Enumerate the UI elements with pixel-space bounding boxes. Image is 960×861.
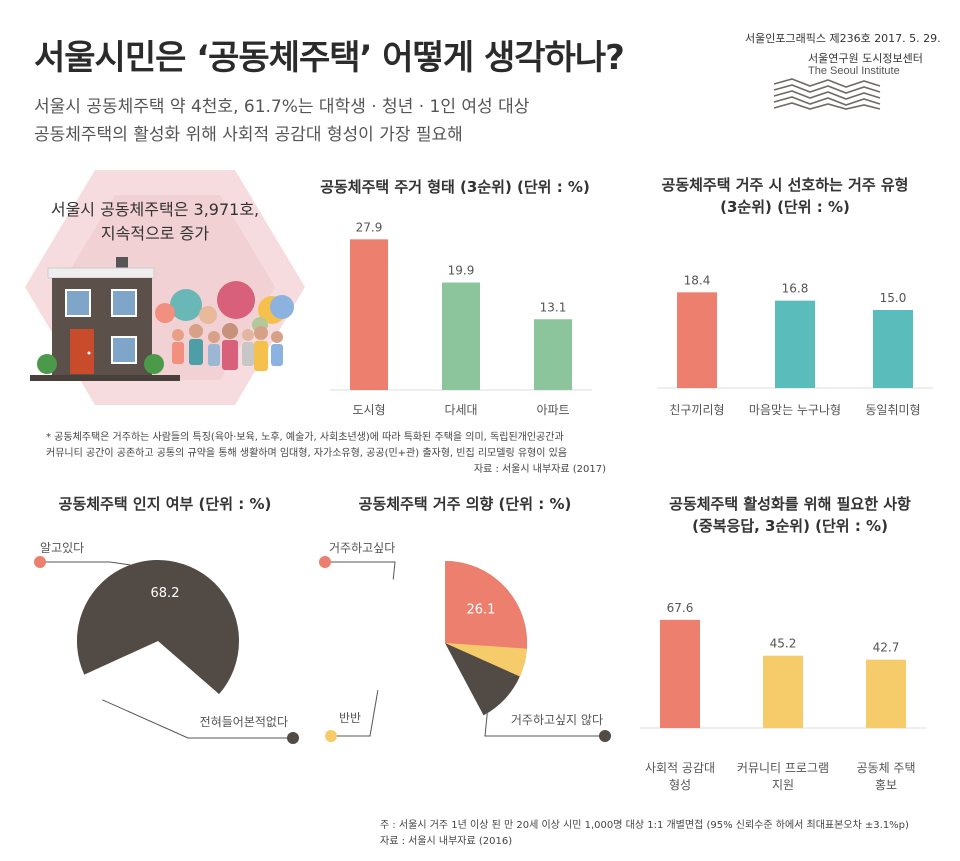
- series-info: 서울인포그래픽스 제236호 2017. 5. 29.: [745, 32, 941, 45]
- callout-dot: [319, 556, 331, 568]
- category-label: 홍보: [875, 778, 897, 792]
- callout-line: [325, 561, 396, 580]
- illustration-caption-2: 지속적으로 증가: [100, 224, 210, 243]
- bar: [763, 655, 803, 728]
- bar-value-label: 67.6: [667, 601, 694, 615]
- bar-chart-housing-type: 27.9 도시형 19.9 다세대 13.1 아파트: [330, 220, 592, 417]
- callout-dot: [599, 730, 611, 742]
- callout-dot: [34, 556, 46, 568]
- pie-value-label: 26.1: [466, 602, 495, 617]
- illustration-caption-1: 서울시 공동체주택은 3,971호,: [50, 200, 260, 219]
- subtitle-line-2: 공동체주택의 활성화 위해 사회적 공감대 형성이 가장 필요해: [34, 125, 463, 145]
- category-label: 친구끼리형: [669, 403, 724, 417]
- seoul-institute-logo-icon: [773, 78, 881, 110]
- category-label: 지원: [772, 778, 794, 792]
- chart-title-intention: 공동체주택 거주 의향 (단위 : %): [358, 495, 572, 513]
- callout-dot: [287, 732, 299, 744]
- bar: [350, 239, 388, 390]
- pie-value-label: 68.2: [151, 586, 180, 601]
- bar: [660, 619, 700, 728]
- chart-subtitle-preferred-type: (3순위) (단위 : %): [720, 198, 850, 216]
- callout-line: [40, 561, 131, 566]
- bar-chart-preferred-type: 18.4 친구끼리형 16.8 마음맞는 누구나형 15.0 동일취미형: [657, 273, 933, 417]
- bar-value-label: 42.7: [873, 641, 900, 655]
- page-title: 서울시민은 ‘공동체주택’ 어떻게 생각하나?: [34, 38, 625, 78]
- chart-title-awareness: 공동체주택 인지 여부 (단위 : %): [58, 495, 272, 513]
- category-label: 마음맞는 누구나형: [749, 403, 841, 417]
- subtitle-line-1: 서울시 공동체주택 약 4천호, 61.7%는 대학생 · 청년 · 1인 여성…: [34, 97, 530, 117]
- chart-title-needs: 공동체주택 활성화를 위해 필요한 사항: [669, 495, 911, 513]
- category-label: 동일취미형: [865, 403, 920, 417]
- slice-name-label: 알고있다: [40, 541, 84, 555]
- bar-value-label: 13.1: [540, 300, 567, 314]
- bar-value-label: 27.9: [356, 220, 383, 234]
- category-label: 공동체 주택: [856, 761, 915, 775]
- footnote-line-1: * 공동체주택은 거주하는 사람들의 특징(육아·보육, 노후, 예술가, 사회…: [46, 432, 564, 443]
- chart-title-preferred-type: 공동체주택 거주 시 선호하는 거주 유형: [661, 176, 909, 194]
- bar: [442, 282, 480, 390]
- bar: [534, 319, 572, 390]
- chart-subtitle-needs: (중복응답, 3순위) (단위 : %): [692, 517, 888, 535]
- bar-value-label: 45.2: [770, 637, 797, 651]
- bar-value-label: 19.9: [448, 264, 475, 278]
- callout-line: [102, 699, 293, 739]
- org-name-ko: 서울연구원 도시정보센터: [808, 52, 923, 65]
- category-label: 아파트: [536, 403, 569, 417]
- category-label: 형성: [669, 778, 691, 792]
- slice-name-label: 거주하고싶다: [329, 541, 395, 555]
- category-label: 커뮤니티 프로그램: [737, 761, 829, 775]
- community-housing-illustration: [25, 170, 305, 405]
- pie-slice: [77, 560, 239, 695]
- footnote-source: 자료 : 서울시 내부자료 (2017): [473, 464, 606, 475]
- bar: [677, 292, 717, 388]
- bar: [873, 310, 913, 388]
- category-label: 다세대: [444, 403, 477, 417]
- callout-line: [484, 713, 605, 737]
- bar: [866, 659, 906, 728]
- org-name-en: The Seoul Institute: [808, 65, 900, 77]
- category-label: 사회적 공감대: [645, 761, 715, 775]
- callout-line: [331, 690, 379, 737]
- bottom-note-line-1: 주 : 서울시 거주 1년 이상 된 만 20세 이상 시민 1,000명 대상…: [380, 820, 909, 831]
- slice-name-label: 반반: [339, 711, 361, 725]
- slice-name-label: 전혀들어본적없다: [200, 715, 288, 729]
- footnote-line-2: 커뮤니티 공간이 공존하고 공통의 규약을 통해 생활하며 임대형, 자가소유형…: [46, 448, 568, 459]
- pie-slice: [445, 561, 527, 649]
- slice-name-label: 거주하고싶지 않다: [511, 713, 603, 727]
- bottom-note-line-2: 자료 : 서울시 내부자료 (2016): [380, 836, 513, 847]
- bar-value-label: 18.4: [684, 273, 711, 287]
- chart-title-housing-type: 공동체주택 주거 형태 (3순위) (단위 : %): [320, 178, 590, 196]
- callout-dot: [325, 730, 337, 742]
- category-label: 도시형: [352, 403, 385, 417]
- bar-value-label: 15.0: [880, 291, 907, 305]
- bar: [775, 300, 815, 388]
- bar-value-label: 16.8: [782, 282, 809, 296]
